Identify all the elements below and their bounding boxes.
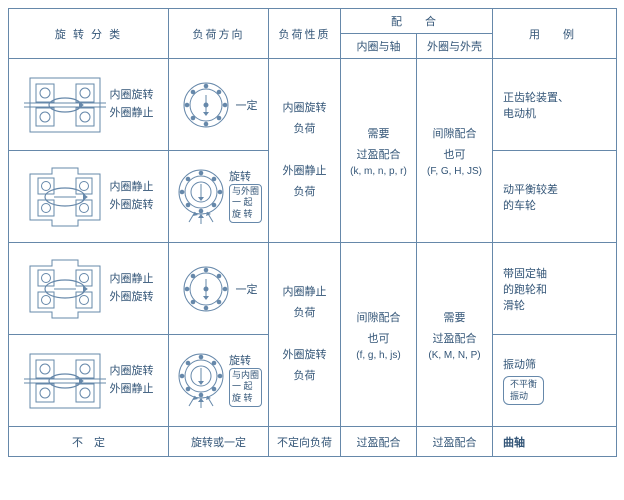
direction-cell-1: 一定: [169, 59, 269, 151]
table-row: 内圈旋转 外圈静止: [9, 59, 617, 151]
header-load-nature: 负荷性质: [269, 9, 341, 59]
classification-cell-2: 内圈静止 外圈旋转: [9, 151, 169, 243]
classification-cell-4: 内圈旋转 外圈静止: [9, 335, 169, 427]
row2-dir-sub: 与外圈 一 起 旋 转: [229, 184, 262, 223]
row2-label2: 外圈旋转: [110, 197, 154, 215]
direction-cell-3: 一定: [169, 243, 269, 335]
row3-label1: 内圈静止: [110, 271, 154, 289]
bearing-fit-table: 旋 转 分 类 负荷方向 负荷性质 配 合 用 例 内圈与轴 外圈与外壳: [8, 8, 617, 457]
example-5: 曲轴: [493, 427, 617, 457]
direction-cell-4: 旋转 与内圈 一 起 旋 转: [169, 335, 269, 427]
direction-5: 旋转或一定: [169, 427, 269, 457]
header-fit-outer: 外圈与外壳: [417, 34, 493, 59]
example-2: 动平衡较差 的车轮: [493, 151, 617, 243]
row1-label1: 内圈旋转: [110, 87, 154, 105]
bearing-rotation-icon: [24, 346, 106, 416]
bearing-rotation-icon: [24, 254, 106, 324]
load-direction-icon: [175, 352, 227, 410]
load-nature-34: 内圈静止 负荷 外圈旋转 负荷: [269, 243, 341, 427]
bearing-rotation-icon: [24, 70, 106, 140]
fit-inner-5: 过盈配合: [341, 427, 417, 457]
fit-outer-34-text: 需要 过盈配合: [421, 308, 488, 350]
load-nature-34-text: 内圈静止 负荷 外圈旋转 负荷: [273, 282, 336, 386]
header-load-direction: 负荷方向: [169, 9, 269, 59]
row2-label1: 内圈静止: [110, 179, 154, 197]
header-row-1: 旋 转 分 类 负荷方向 负荷性质 配 合 用 例: [9, 9, 617, 34]
example-4-text: 振动筛: [503, 356, 612, 372]
row3-dir-label: 一定: [236, 281, 258, 297]
header-fit-inner: 内圈与轴: [341, 34, 417, 59]
load-direction-icon: [180, 79, 232, 131]
example-4: 振动筛 不平衡 振动: [493, 335, 617, 427]
table-row: 不 定 旋转或一定 不定向负荷 过盈配合 过盈配合 曲轴: [9, 427, 617, 457]
load-nature-12-text: 内圈旋转 负荷 外圈静止 负荷: [273, 98, 336, 202]
fit-outer-34: 需要 过盈配合 (K, M, N, P): [417, 243, 493, 427]
row4-label1: 内圈旋转: [110, 363, 154, 381]
fit-outer-12-sub: (F, G, H, JS): [421, 166, 488, 177]
fit-outer-5: 过盈配合: [417, 427, 493, 457]
load-direction-icon: [180, 263, 232, 315]
fit-outer-12: 间隙配合 也可 (F, G, H, JS): [417, 59, 493, 243]
example-1: 正齿轮装置、 电动机: [493, 59, 617, 151]
row2-dir-label: 旋转: [229, 168, 262, 184]
load-direction-icon: [175, 168, 227, 226]
example-4-sub: 不平衡 振动: [503, 376, 544, 405]
row3-label2: 外圈旋转: [110, 289, 154, 307]
load-nature-5: 不定向负荷: [269, 427, 341, 457]
classification-5: 不 定: [9, 427, 169, 457]
bearing-rotation-icon: [24, 162, 106, 232]
classification-cell-3: 内圈静止 外圈旋转: [9, 243, 169, 335]
fit-inner-34: 间隙配合 也可 (f, g, h, js): [341, 243, 417, 427]
fit-outer-12-text: 间隙配合 也可: [421, 124, 488, 166]
fit-inner-12-sub: (k, m, n, p, r): [345, 166, 412, 177]
row4-label2: 外圈静止: [110, 381, 154, 399]
fit-inner-34-sub: (f, g, h, js): [345, 350, 412, 361]
row4-dir-sub: 与内圈 一 起 旋 转: [229, 368, 262, 407]
header-classification: 旋 转 分 类: [9, 9, 169, 59]
fit-inner-12: 需要 过盈配合 (k, m, n, p, r): [341, 59, 417, 243]
header-fit: 配 合: [341, 9, 493, 34]
fit-outer-34-sub: (K, M, N, P): [421, 350, 488, 361]
classification-cell-1: 内圈旋转 外圈静止: [9, 59, 169, 151]
row1-dir-label: 一定: [236, 97, 258, 113]
direction-cell-2: 旋转 与外圈 一 起 旋 转: [169, 151, 269, 243]
load-nature-12: 内圈旋转 负荷 外圈静止 负荷: [269, 59, 341, 243]
row1-label2: 外圈静止: [110, 105, 154, 123]
fit-inner-12-text: 需要 过盈配合: [345, 124, 412, 166]
row4-dir-label: 旋转: [229, 352, 262, 368]
fit-inner-34-text: 间隙配合 也可: [345, 308, 412, 350]
example-3: 带固定轴 的跑轮和 滑轮: [493, 243, 617, 335]
table-row: 内圈静止 外圈旋转: [9, 243, 617, 335]
header-example: 用 例: [493, 9, 617, 59]
